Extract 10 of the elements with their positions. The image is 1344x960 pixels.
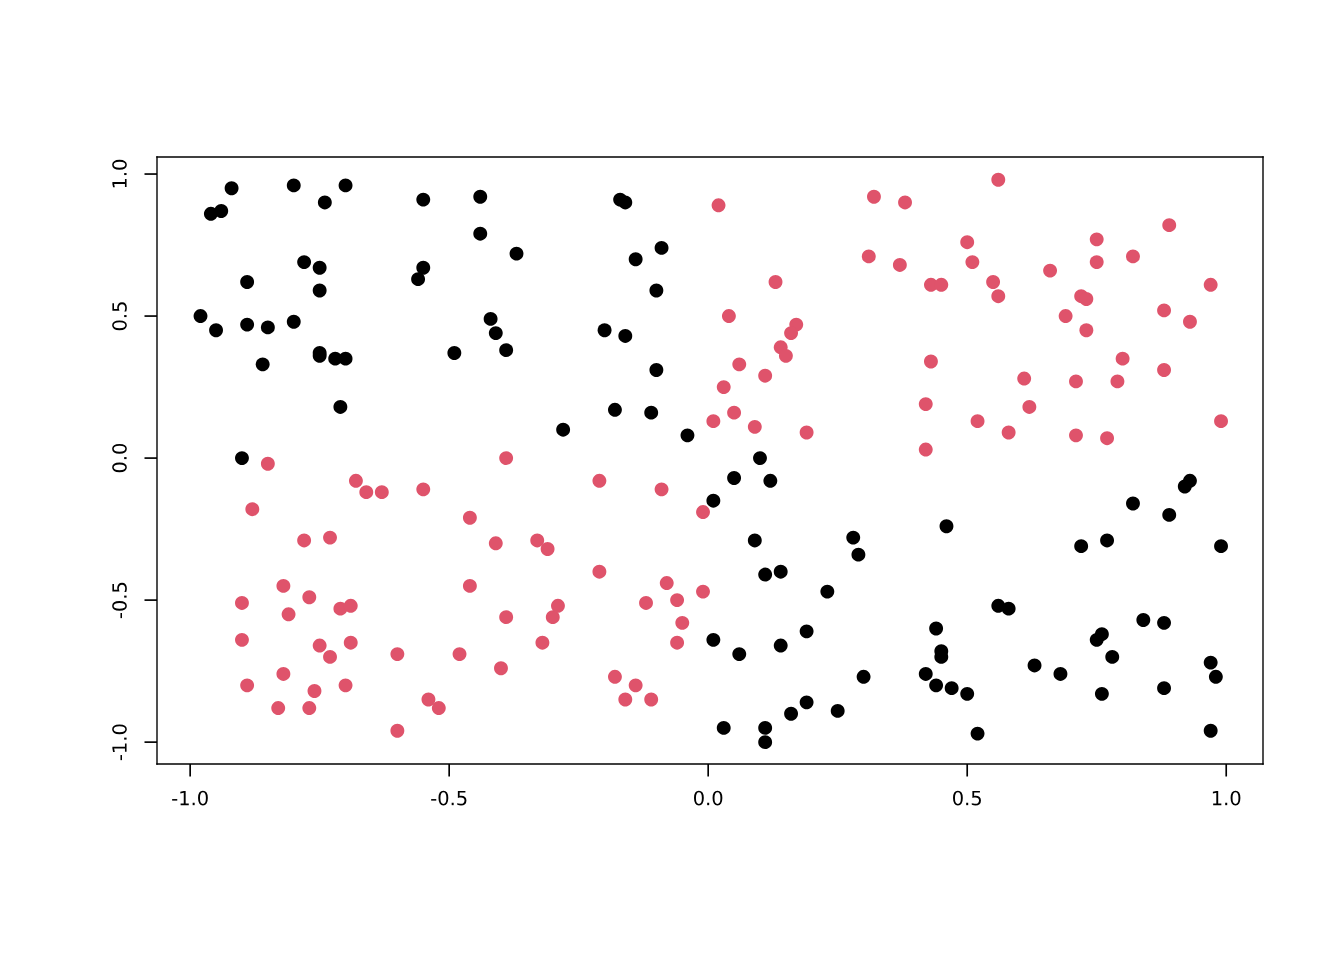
x-tick-label: -0.5 bbox=[431, 790, 467, 806]
y-tick-label: 0.0 bbox=[112, 443, 127, 473]
x-tick-label: 0.5 bbox=[953, 790, 981, 806]
x-tick-label: -1.0 bbox=[172, 790, 208, 806]
y-tick-label: 0.5 bbox=[112, 302, 127, 331]
x-tick-label: 0.0 bbox=[694, 790, 723, 806]
y-tick-label: -1.0 bbox=[112, 724, 127, 761]
y-tick-label: -0.5 bbox=[112, 582, 127, 619]
y-tick-label: 1.0 bbox=[112, 159, 127, 188]
x-tick-label: 1.0 bbox=[1212, 790, 1241, 806]
